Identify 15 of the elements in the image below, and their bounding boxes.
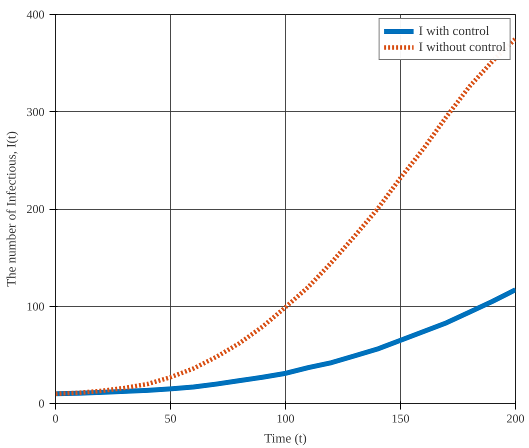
y-tick-label: 0	[38, 396, 44, 410]
x-tick-label: 0	[52, 412, 58, 426]
line-series	[56, 36, 516, 396]
x-axis-title: Time (t)	[264, 430, 307, 446]
y-tick-label: 100	[26, 299, 44, 314]
x-tick-label: 100	[276, 412, 294, 426]
y-tick-label: 400	[26, 8, 44, 22]
y-tick-label: 300	[26, 104, 44, 119]
legend-label: I with control	[418, 23, 490, 39]
x-tick-label: 150	[392, 412, 410, 426]
y-tick-label: 200	[26, 202, 44, 216]
y-axis-title: The number of Infectious, I(t)	[4, 131, 18, 287]
legend-label: I without control	[418, 39, 506, 55]
x-tick-label: 50	[164, 412, 176, 426]
x-tick-label: 200	[506, 412, 524, 426]
